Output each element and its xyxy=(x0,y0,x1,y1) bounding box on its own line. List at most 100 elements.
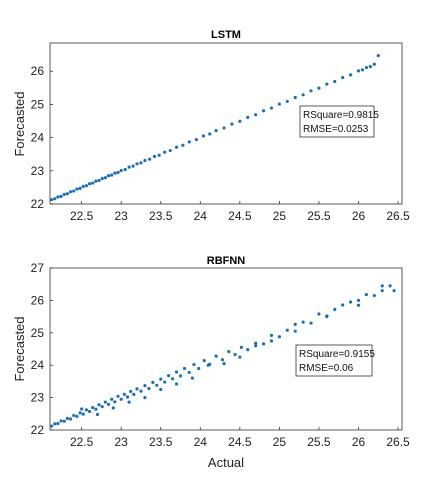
lstm-points xyxy=(49,54,380,202)
rbfnn-data-point xyxy=(84,408,88,412)
lstm-data-point xyxy=(317,86,321,90)
rbfnn-data-point xyxy=(178,374,183,378)
lstm-y-tick-label: 25 xyxy=(31,97,45,111)
lstm-data-point xyxy=(84,184,88,188)
rbfnn-data-point xyxy=(159,377,163,381)
rbfnn-data-point xyxy=(167,373,171,378)
rbfnn-data-point xyxy=(380,289,384,293)
lstm-data-point xyxy=(113,171,117,175)
rbfnn-data-point xyxy=(269,339,274,343)
rbfnn-data-point xyxy=(68,417,73,421)
rbfnn-y-tick-label: 24 xyxy=(31,358,45,372)
lstm-x-tick-label: 23 xyxy=(115,209,129,223)
rbfnn-data-point xyxy=(62,419,66,423)
lstm-data-point xyxy=(157,153,161,157)
lstm-data-point xyxy=(372,62,376,66)
rbfnn-data-point xyxy=(174,370,179,374)
lstm-data-point xyxy=(214,129,218,133)
rbfnn-data-point xyxy=(91,406,95,410)
rbfnn-data-point xyxy=(388,284,392,288)
lstm-data-point xyxy=(174,145,179,149)
rbfnn-data-point xyxy=(139,389,143,393)
rbfnn-data-point xyxy=(277,335,281,339)
rbfnn-data-point xyxy=(206,363,210,367)
rbfnn-data-point xyxy=(94,407,98,411)
rbfnn-data-point xyxy=(293,322,297,326)
lstm-data-point xyxy=(123,167,127,172)
lstm-y-axis-label: Forecasted xyxy=(12,91,27,156)
lstm-data-point xyxy=(97,178,101,183)
rbfnn-data-point xyxy=(113,400,117,404)
rbfnn-data-point xyxy=(220,358,225,362)
lstm-y-tick-label: 23 xyxy=(31,164,45,178)
lstm-data-point xyxy=(103,176,107,180)
lstm-y-tick-label: 26 xyxy=(31,64,45,78)
rbfnn-annotation-box xyxy=(295,344,373,377)
lstm-data-point xyxy=(106,174,111,178)
rbfnn-data-point xyxy=(238,355,242,359)
lstm-data-point xyxy=(201,134,206,138)
lstm-x-tick-label: 22.5 xyxy=(70,209,94,223)
rbfnn-data-point xyxy=(348,300,353,304)
rbfnn-data-point xyxy=(159,387,163,392)
lstm-rmse-text: RMSE=0.0253 xyxy=(303,124,369,135)
lstm-y-tick-label: 24 xyxy=(31,131,45,145)
rbfnn-y-tick-label: 26 xyxy=(31,293,45,307)
rbfnn-data-point xyxy=(127,400,131,404)
rbfnn-data-point xyxy=(214,354,218,358)
rbfnn-chart: RBFNN Forecasted Actual 22.5 23 23.5 24 24.5… xyxy=(12,255,410,470)
rbfnn-data-point xyxy=(171,377,175,381)
rbfnn-data-point xyxy=(380,284,384,288)
rbfnn-data-point xyxy=(95,412,100,417)
lstm-data-point xyxy=(222,126,226,130)
rbfnn-data-point xyxy=(254,341,258,345)
rbfnn-data-point xyxy=(333,307,337,312)
lstm-data-point xyxy=(368,64,372,69)
lstm-data-point xyxy=(376,54,380,58)
rbfnn-data-point xyxy=(356,303,361,307)
rbfnn-x-tick-label: 26 xyxy=(352,435,366,449)
rbfnn-data-point xyxy=(301,320,305,324)
lstm-data-point xyxy=(309,89,313,93)
rbfnn-data-point xyxy=(317,312,321,316)
rbfnn-data-point xyxy=(261,342,266,346)
rbfnn-data-point xyxy=(78,411,82,415)
lstm-x-tick-label: 26.5 xyxy=(386,209,410,223)
lstm-annotation-box xyxy=(299,105,375,138)
lstm-data-point xyxy=(254,113,258,117)
rbfnn-x-tick-label: 24.5 xyxy=(228,435,252,449)
rbfnn-points xyxy=(49,284,396,428)
lstm-data-point xyxy=(148,157,152,161)
rbfnn-data-point xyxy=(233,352,237,357)
rbfnn-x-tick-label: 26.5 xyxy=(386,435,410,449)
lstm-data-point xyxy=(119,168,123,173)
lstm-data-point xyxy=(59,194,63,198)
lstm-data-point xyxy=(127,165,131,169)
rbfnn-x-tick-label: 24 xyxy=(194,435,208,449)
lstm-data-point xyxy=(94,179,98,183)
lstm-data-point xyxy=(325,82,329,86)
rbfnn-data-point xyxy=(80,407,84,411)
rbfnn-data-point xyxy=(246,348,250,352)
lstm-data-point xyxy=(269,106,274,110)
rbfnn-data-point xyxy=(182,366,187,371)
rbfnn-title: RBFNN xyxy=(207,255,246,267)
rbfnn-data-point xyxy=(151,380,155,384)
rbfnn-data-point xyxy=(65,416,69,420)
rbfnn-x-tick-label: 23 xyxy=(115,435,129,449)
lstm-data-point xyxy=(116,170,120,175)
rbfnn-data-point xyxy=(202,359,206,363)
rbfnn-data-point xyxy=(269,333,274,337)
rbfnn-data-point xyxy=(103,400,107,404)
lstm-x-ticks: 22.5 23 23.5 24 24.5 25 25.5 26 26.5 xyxy=(70,201,410,223)
rbfnn-x-axis-label: Actual xyxy=(208,455,244,470)
rbfnn-x-tick-label: 22.5 xyxy=(70,435,94,449)
lstm-data-point xyxy=(194,138,198,142)
rbfnn-y-tick-label: 27 xyxy=(31,261,45,275)
lstm-data-point xyxy=(143,158,147,163)
rbfnn-data-point xyxy=(97,403,101,407)
lstm-data-point xyxy=(81,184,85,189)
lstm-data-point xyxy=(75,187,79,191)
rbfnn-data-point xyxy=(125,395,130,399)
